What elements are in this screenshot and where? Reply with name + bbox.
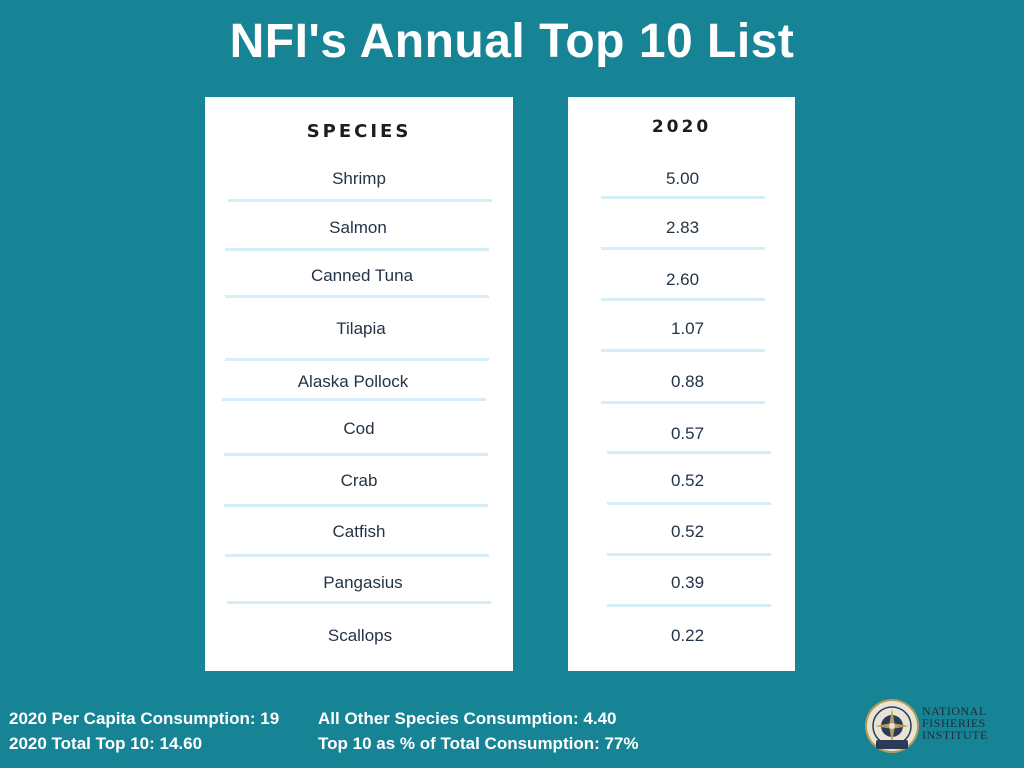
logo-line-institute: INSTITUTE bbox=[922, 728, 988, 742]
logo-wordmark: NATIONAL FISHERIES INSTITUTE bbox=[922, 705, 988, 741]
species-divider bbox=[228, 199, 492, 202]
value-cell-crab: 0.52 bbox=[670, 471, 705, 490]
value-divider bbox=[601, 298, 765, 301]
top10-percentage: Top 10 as % of Total Consumption: 77% bbox=[318, 734, 639, 753]
value-divider bbox=[607, 451, 771, 454]
values-panel: 2020 5.00 2.83 2.60 1.07 0.88 0.57 0.52 … bbox=[568, 97, 795, 671]
total-top10: 2020 Total Top 10: 14.60 bbox=[9, 734, 203, 753]
value-cell-alaska-pollock: 0.88 bbox=[670, 372, 705, 391]
species-cell-shrimp: Shrimp bbox=[332, 169, 386, 188]
value-divider bbox=[607, 604, 771, 607]
page-title: NFI's Annual Top 10 List bbox=[229, 15, 795, 68]
value-divider bbox=[601, 401, 765, 404]
species-divider bbox=[224, 453, 488, 456]
species-divider bbox=[227, 601, 491, 604]
species-cell-canned-tuna: Canned Tuna bbox=[310, 266, 414, 285]
species-divider bbox=[225, 554, 489, 557]
value-cell-scallops: 0.22 bbox=[670, 626, 705, 645]
species-cell-cod: Cod bbox=[343, 419, 375, 438]
value-cell-pangasius: 0.39 bbox=[670, 573, 705, 592]
year-column-header: 2020 bbox=[651, 117, 712, 137]
species-divider bbox=[224, 504, 488, 507]
value-divider bbox=[607, 553, 771, 556]
value-cell-canned-tuna: 2.60 bbox=[665, 270, 700, 289]
species-cell-tilapia: Tilapia bbox=[336, 319, 386, 338]
value-cell-shrimp: 5.00 bbox=[665, 169, 700, 188]
per-capita-consumption: 2020 Per Capita Consumption: 19 bbox=[9, 709, 280, 728]
logo-line-national: NATIONAL bbox=[922, 704, 987, 718]
species-panel: SPECIES Shrimp Salmon Canned Tuna Tilapi… bbox=[205, 97, 513, 671]
value-cell-catfish: 0.52 bbox=[670, 522, 705, 541]
species-cell-pangasius: Pangasius bbox=[323, 573, 403, 592]
value-divider bbox=[601, 349, 765, 352]
species-divider bbox=[222, 398, 486, 401]
species-column-header: SPECIES bbox=[306, 121, 412, 142]
species-divider bbox=[225, 248, 489, 251]
species-cell-crab: Crab bbox=[340, 471, 378, 490]
value-cell-salmon: 2.83 bbox=[665, 218, 700, 237]
logo-line-fisheries: FISHERIES bbox=[922, 716, 986, 730]
value-cell-cod: 0.57 bbox=[670, 424, 705, 443]
value-cell-tilapia: 1.07 bbox=[670, 319, 705, 338]
value-divider bbox=[601, 247, 765, 250]
species-cell-catfish: Catfish bbox=[332, 522, 386, 541]
species-cell-alaska-pollock: Alaska Pollock bbox=[297, 372, 409, 391]
value-divider bbox=[601, 196, 765, 199]
species-divider bbox=[225, 358, 489, 361]
compass-seal-icon bbox=[865, 699, 919, 753]
nfi-logo: NATIONAL FISHERIES INSTITUTE bbox=[864, 697, 992, 755]
species-divider bbox=[225, 295, 489, 298]
species-cell-scallops: Scallops bbox=[327, 626, 393, 645]
species-cell-salmon: Salmon bbox=[329, 218, 387, 237]
other-species-consumption: All Other Species Consumption: 4.40 bbox=[318, 709, 617, 728]
value-divider bbox=[607, 502, 771, 505]
